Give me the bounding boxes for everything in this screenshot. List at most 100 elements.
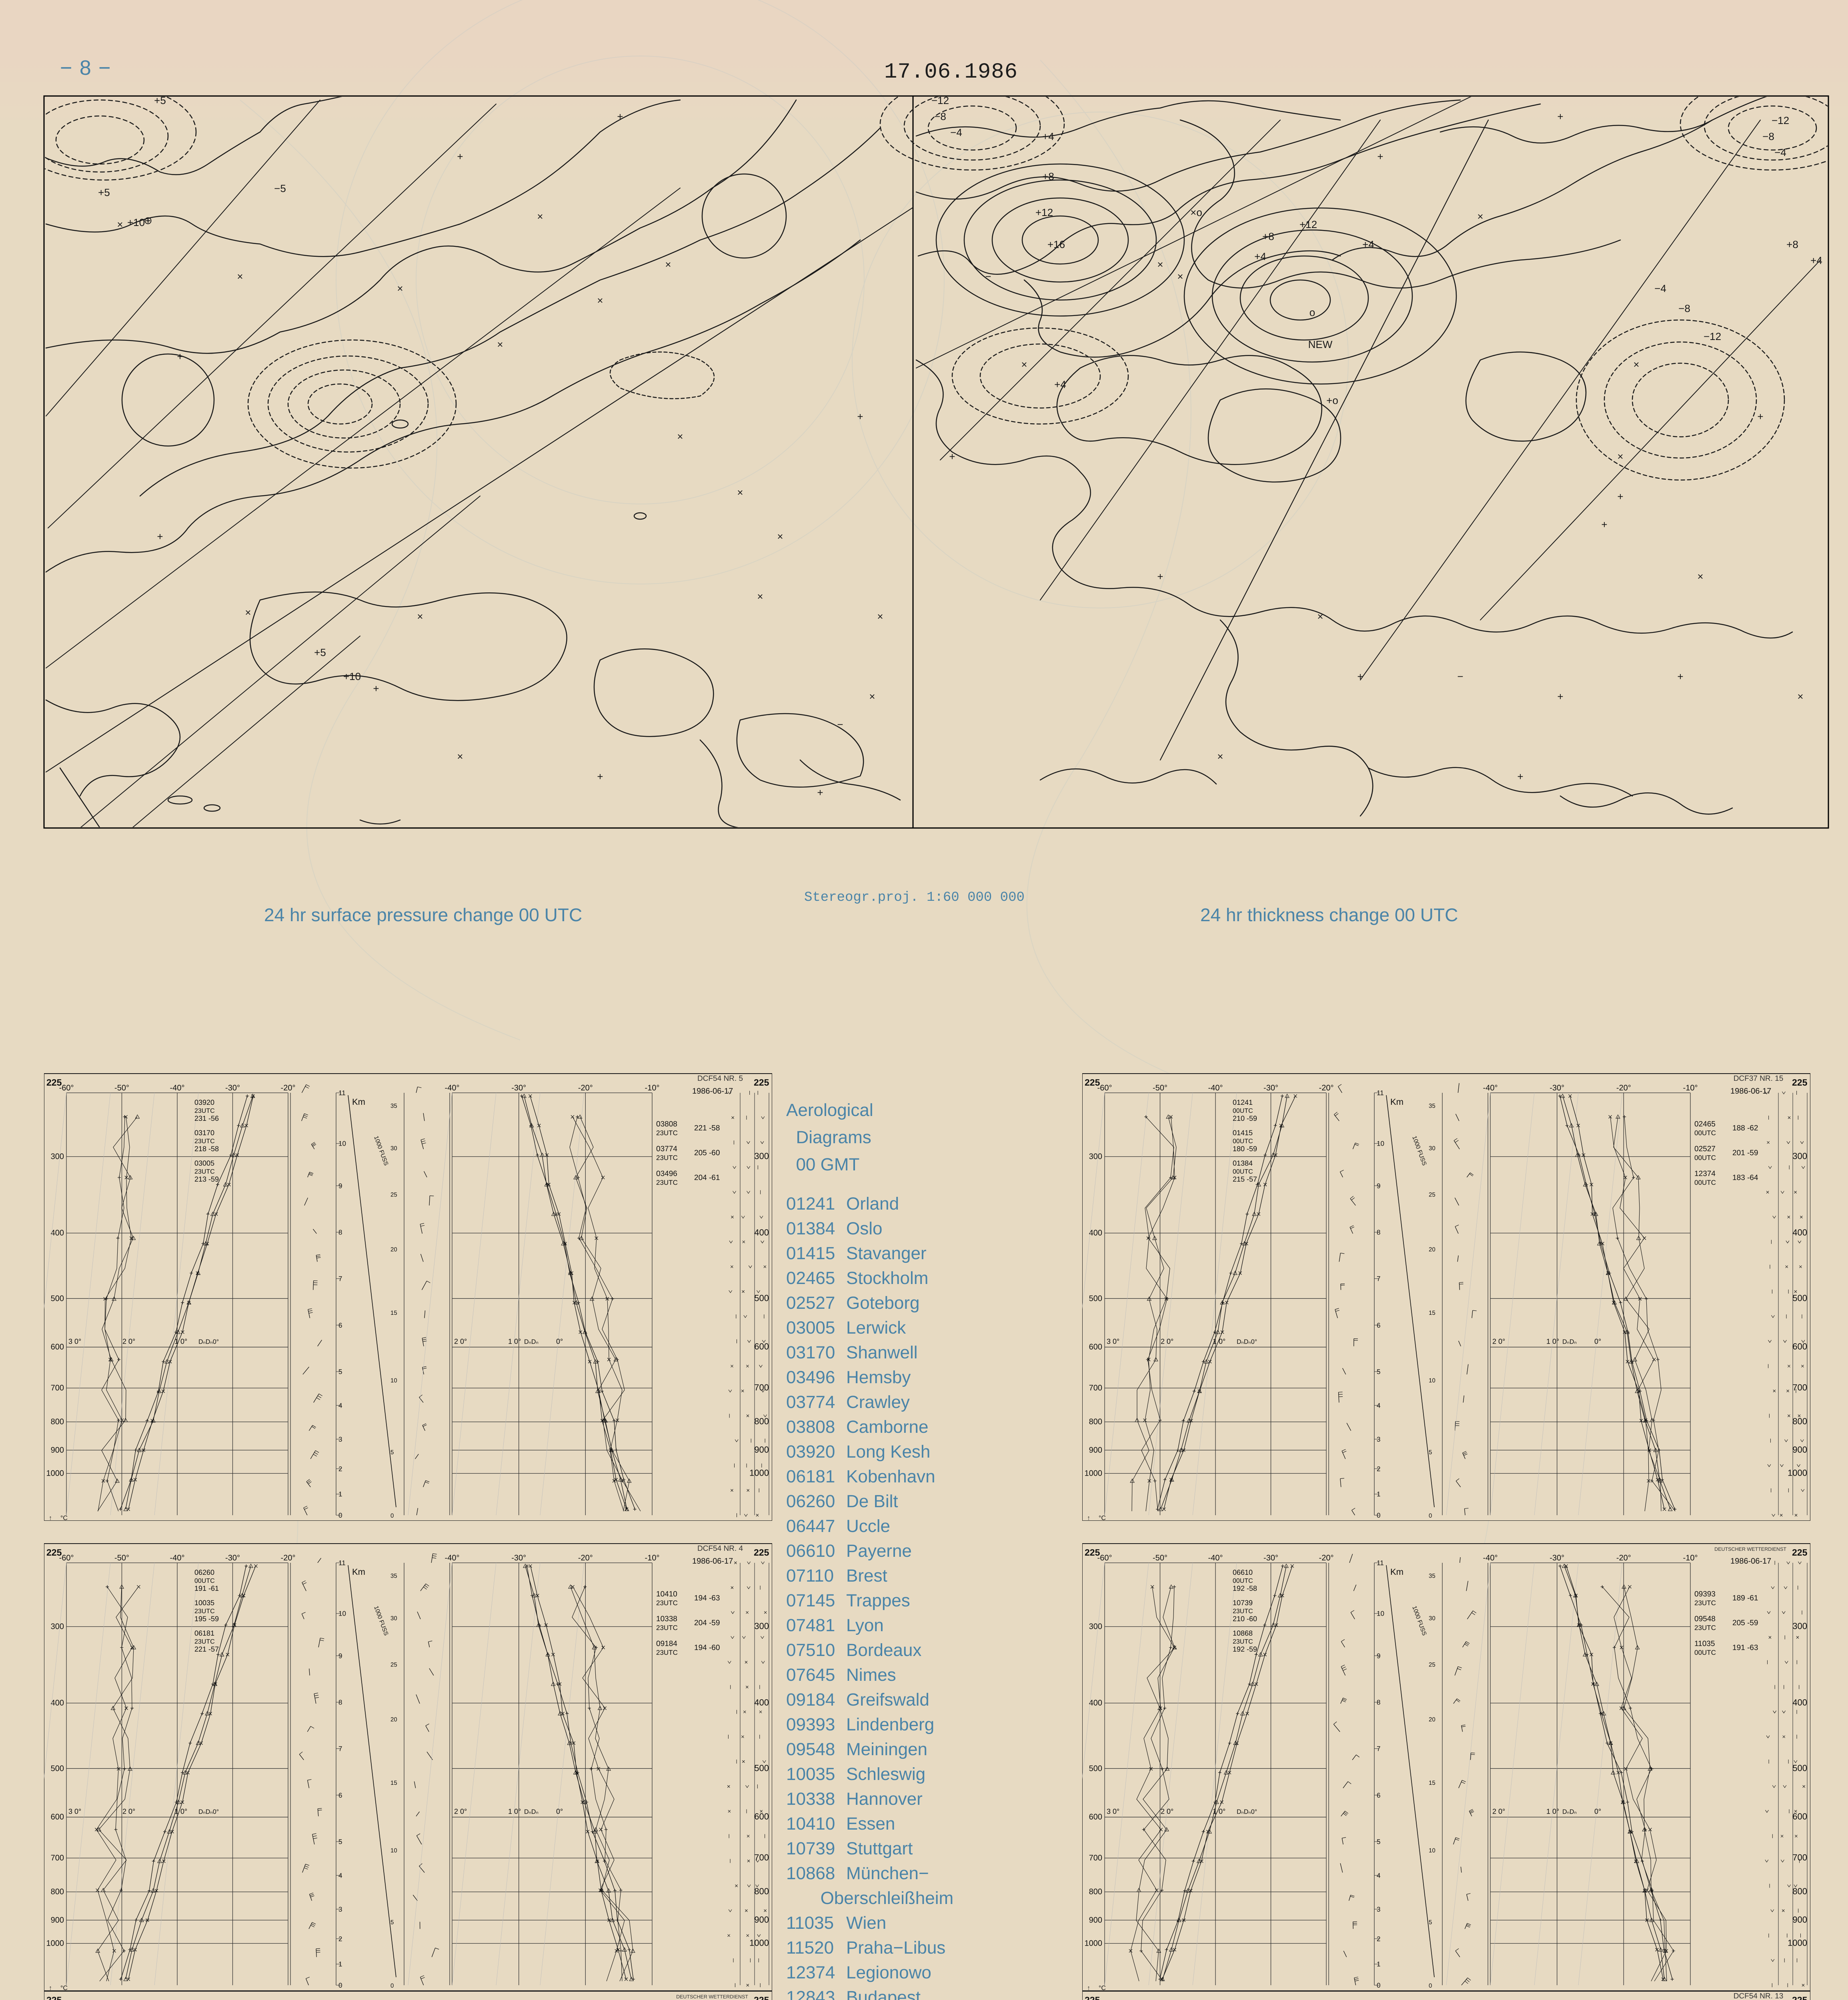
svg-text:+8: +8 bbox=[1786, 238, 1798, 250]
svg-text:×: × bbox=[537, 210, 543, 222]
svg-text:DCF37 NR. 15: DCF37 NR. 15 bbox=[1734, 1074, 1784, 1083]
svg-text:400: 400 bbox=[754, 1228, 769, 1238]
svg-text:1000: 1000 bbox=[46, 1469, 64, 1478]
svg-text:+: + bbox=[617, 110, 623, 122]
svg-text:-30°: -30° bbox=[225, 1554, 240, 1562]
svg-text:×: × bbox=[497, 338, 503, 350]
svg-text:221 -57: 221 -57 bbox=[194, 1645, 219, 1653]
svg-text:800: 800 bbox=[754, 1886, 769, 1896]
svg-text:180 -59: 180 -59 bbox=[1233, 1145, 1257, 1153]
svg-text:+12: +12 bbox=[1299, 218, 1317, 230]
svg-text:-20°: -20° bbox=[1616, 1554, 1631, 1562]
svg-text:-40°: -40° bbox=[445, 1084, 460, 1092]
svg-text:DₙDₙ: DₙDₙ bbox=[524, 1339, 539, 1346]
svg-text:7: 7 bbox=[1377, 1275, 1380, 1283]
svg-text:×: × bbox=[237, 270, 243, 282]
svg-text:×: × bbox=[245, 606, 251, 618]
svg-text:800: 800 bbox=[51, 1888, 64, 1896]
svg-text:15: 15 bbox=[390, 1310, 397, 1316]
svg-text:03920: 03920 bbox=[194, 1098, 214, 1106]
svg-text:+: + bbox=[597, 770, 603, 782]
svg-text:×: × bbox=[1617, 450, 1623, 462]
svg-text:700: 700 bbox=[754, 1382, 769, 1392]
svg-text:×: × bbox=[677, 430, 683, 442]
svg-text:-50°: -50° bbox=[1153, 1554, 1167, 1562]
svg-text:600: 600 bbox=[51, 1343, 64, 1352]
svg-text:2: 2 bbox=[338, 1465, 342, 1473]
svg-text:o: o bbox=[1309, 306, 1315, 318]
svg-text:DEUTSCHER WETTERDIENST: DEUTSCHER WETTERDIENST bbox=[676, 1994, 748, 2000]
svg-text:2 0°: 2 0° bbox=[1492, 1338, 1505, 1346]
svg-text:10410: 10410 bbox=[656, 1590, 677, 1598]
svg-text:500: 500 bbox=[1792, 1763, 1807, 1773]
svg-text:10739: 10739 bbox=[1233, 1599, 1253, 1607]
svg-text:03808: 03808 bbox=[656, 1120, 677, 1128]
svg-text:600: 600 bbox=[51, 1813, 64, 1822]
svg-text:-10°: -10° bbox=[645, 1554, 660, 1562]
svg-text:+4: +4 bbox=[1054, 378, 1066, 390]
svg-text:1000: 1000 bbox=[1085, 1469, 1103, 1478]
svg-text:20: 20 bbox=[1429, 1246, 1436, 1253]
svg-text:900: 900 bbox=[754, 1914, 769, 1924]
svg-text:°C: °C bbox=[60, 1515, 68, 1521]
svg-text:800: 800 bbox=[1089, 1418, 1102, 1426]
svg-text:×: × bbox=[417, 610, 423, 622]
svg-text:1986-06-17: 1986-06-17 bbox=[692, 1087, 733, 1096]
svg-text:221 -58: 221 -58 bbox=[694, 1124, 720, 1132]
svg-text:Km: Km bbox=[352, 1567, 365, 1577]
svg-text:-40°: -40° bbox=[1483, 1084, 1498, 1092]
svg-text:×: × bbox=[737, 486, 743, 498]
svg-text:400: 400 bbox=[1792, 1228, 1807, 1238]
svg-text:DₙDₙ: DₙDₙ bbox=[1562, 1809, 1577, 1816]
svg-text:−8: −8 bbox=[1762, 130, 1774, 142]
svg-text:−8: −8 bbox=[934, 110, 946, 122]
svg-text:00UTC: 00UTC bbox=[194, 1578, 215, 1584]
svg-text:800: 800 bbox=[1792, 1886, 1807, 1896]
svg-text:DCF54 NR. 5: DCF54 NR. 5 bbox=[697, 1074, 743, 1083]
svg-text:+5: +5 bbox=[98, 186, 110, 198]
svg-text:25: 25 bbox=[1429, 1661, 1436, 1668]
svg-text:+: + bbox=[1617, 490, 1623, 502]
svg-text:400: 400 bbox=[51, 1699, 64, 1708]
svg-text:+16: +16 bbox=[1047, 238, 1065, 250]
svg-text:205 -60: 205 -60 bbox=[694, 1149, 720, 1157]
svg-text:-20°: -20° bbox=[1319, 1554, 1334, 1562]
svg-text:9: 9 bbox=[1377, 1182, 1380, 1190]
svg-text:03005: 03005 bbox=[194, 1159, 214, 1167]
svg-text:DCF54 NR. 13: DCF54 NR. 13 bbox=[1734, 1992, 1784, 2000]
svg-text:23UTC: 23UTC bbox=[1233, 1608, 1253, 1615]
svg-text:Km: Km bbox=[1390, 1567, 1404, 1577]
svg-text:213 -59: 213 -59 bbox=[194, 1175, 219, 1183]
svg-text:800: 800 bbox=[1792, 1416, 1807, 1426]
svg-text:00UTC: 00UTC bbox=[1233, 1108, 1253, 1114]
svg-text:10868: 10868 bbox=[1233, 1629, 1253, 1637]
svg-text:-30°: -30° bbox=[1263, 1084, 1278, 1092]
svg-text:30: 30 bbox=[1429, 1615, 1436, 1622]
svg-text:400: 400 bbox=[51, 1229, 64, 1238]
svg-text:+8: +8 bbox=[1262, 230, 1274, 242]
svg-text:×: × bbox=[397, 282, 403, 294]
svg-text:2 0°: 2 0° bbox=[122, 1808, 135, 1816]
svg-text:−4: −4 bbox=[950, 126, 962, 138]
svg-text:00UTC: 00UTC bbox=[1233, 1578, 1253, 1584]
svg-text:225: 225 bbox=[1792, 1547, 1808, 1558]
svg-text:7: 7 bbox=[338, 1745, 342, 1753]
svg-text:-50°: -50° bbox=[114, 1554, 129, 1562]
svg-text:00UTC: 00UTC bbox=[1233, 1138, 1253, 1145]
svg-text:900: 900 bbox=[1089, 1916, 1102, 1924]
svg-text:06181: 06181 bbox=[194, 1629, 214, 1637]
svg-text:23UTC: 23UTC bbox=[656, 1129, 678, 1137]
svg-text:500: 500 bbox=[1089, 1764, 1102, 1773]
svg-text:DₙDₙ0°: DₙDₙ0° bbox=[1237, 1339, 1257, 1346]
svg-text:1 0°: 1 0° bbox=[508, 1808, 521, 1816]
svg-text:-30°: -30° bbox=[225, 1084, 240, 1092]
svg-text:00UTC: 00UTC bbox=[1694, 1129, 1716, 1137]
svg-text:600: 600 bbox=[1792, 1342, 1807, 1352]
svg-text:+: + bbox=[857, 410, 863, 422]
svg-text:-40°: -40° bbox=[1208, 1084, 1223, 1092]
svg-text:189 -61: 189 -61 bbox=[1732, 1594, 1758, 1602]
svg-text:-20°: -20° bbox=[1319, 1084, 1334, 1092]
svg-text:-50°: -50° bbox=[1153, 1084, 1167, 1092]
svg-text:194 -63: 194 -63 bbox=[694, 1594, 720, 1602]
svg-text:204 -61: 204 -61 bbox=[694, 1174, 720, 1182]
